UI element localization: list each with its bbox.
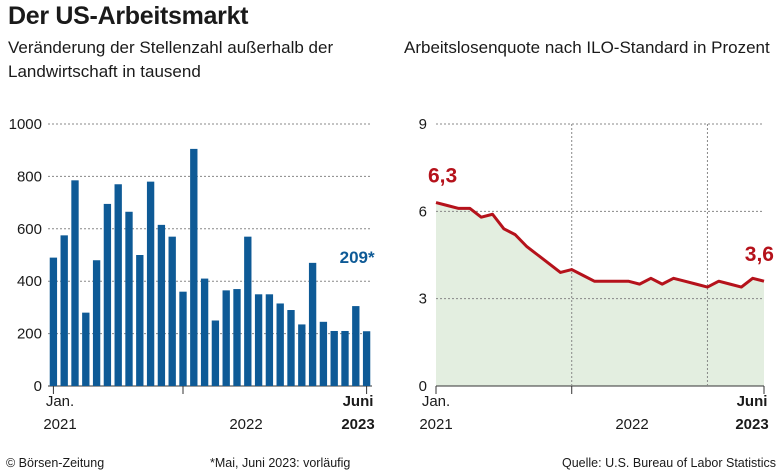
bar <box>265 294 274 386</box>
unemployment-area <box>436 202 764 386</box>
footnote-text: *Mai, Juni 2023: vorläufig <box>210 456 351 470</box>
page-title: Der US-Arbeitsmarkt <box>8 2 249 30</box>
line-first-data-label: 6,3 <box>428 165 457 188</box>
bar <box>233 289 241 386</box>
bar <box>362 331 371 386</box>
bar-y-tick-label: 200 <box>17 326 42 343</box>
bar-data-label: 209* <box>340 248 375 267</box>
bar <box>298 324 306 386</box>
bar-x-tick-label: 2023 <box>341 416 374 433</box>
bar <box>244 236 252 386</box>
bar <box>211 320 220 386</box>
bar <box>179 291 187 386</box>
bar <box>49 257 58 386</box>
bar <box>71 180 79 386</box>
line-chart-title: Arbeitslosenquote nach ILO-Standard in P… <box>404 38 770 57</box>
bar <box>330 330 338 386</box>
line-x-tick-label: Juni <box>737 393 768 410</box>
bar <box>190 148 198 386</box>
bar <box>82 312 90 386</box>
unemployment-line <box>435 201 765 289</box>
line-last-data-label: 3,6 <box>745 243 774 266</box>
bar-y-tick-label: 600 <box>17 221 42 238</box>
line-y-tick-label: 0 <box>419 378 427 395</box>
bar-x-tick-label: 2022 <box>229 416 262 433</box>
line-x-tick-label: Jan. <box>422 393 450 410</box>
bar <box>287 310 295 386</box>
line-y-tick-label: 6 <box>419 203 427 220</box>
bar-y-tick-label: 0 <box>34 378 42 395</box>
line-x-tick-label: 2023 <box>735 416 768 433</box>
line-x-tick-label: 2021 <box>419 416 452 433</box>
line-y-tick-label: 9 <box>419 116 427 133</box>
source-text: Quelle: U.S. Bureau of Labor Statistics <box>562 456 776 470</box>
line-y-tick-label: 3 <box>419 291 427 308</box>
bar-y-tick-label: 1000 <box>9 116 42 133</box>
bar <box>276 303 284 386</box>
bar <box>222 290 230 386</box>
bar <box>254 294 263 386</box>
bar-y-tick-label: 400 <box>17 273 42 290</box>
bar <box>136 255 144 386</box>
bar-y-tick-label: 800 <box>17 168 42 185</box>
bar <box>341 330 349 386</box>
bar <box>125 211 133 386</box>
bar <box>200 278 209 386</box>
line-x-tick-label: 2022 <box>615 416 648 433</box>
bar <box>352 306 360 386</box>
bar <box>114 184 122 386</box>
bar-x-tick-label: Jan. <box>46 393 74 410</box>
bar-x-tick-label: 2021 <box>43 416 76 433</box>
bar <box>168 236 176 386</box>
bar <box>157 224 166 386</box>
bar-x-tick-label: Juni <box>343 393 374 410</box>
copyright-text: © Börsen-Zeitung <box>6 456 105 470</box>
bar-chart-title: Veränderung der Stellenzahl außerhalb de… <box>8 38 334 81</box>
bar <box>92 260 101 386</box>
bar <box>60 235 68 386</box>
bar <box>319 321 328 386</box>
bar <box>103 203 112 386</box>
bar <box>308 262 317 386</box>
bar <box>146 181 155 386</box>
